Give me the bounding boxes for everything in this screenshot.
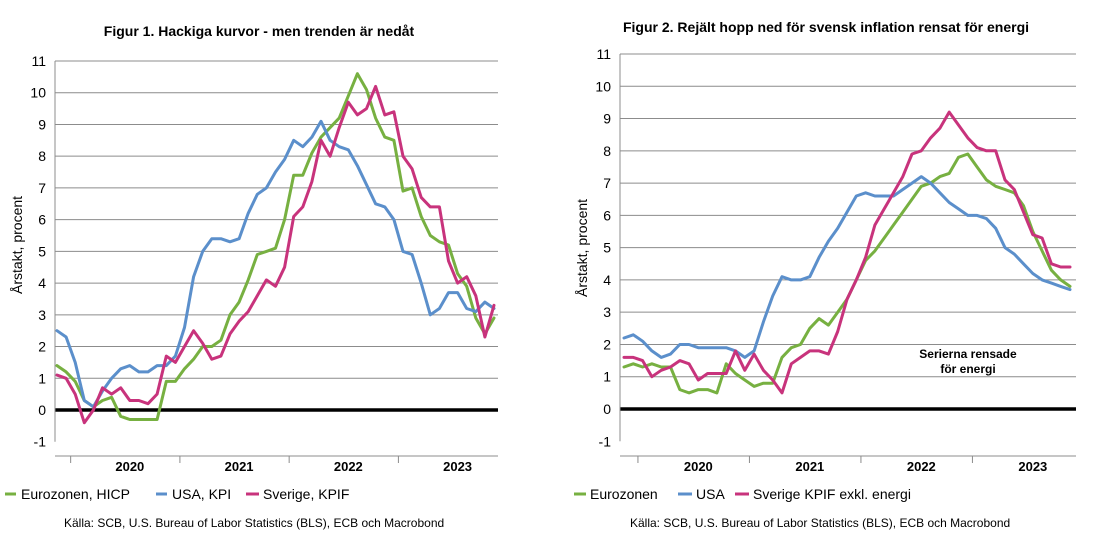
- series-line-usa: [622, 175, 1072, 359]
- y-tick-label: 11: [596, 46, 611, 62]
- y-tick-label: 5: [603, 240, 611, 256]
- series-line-eurozone: [55, 72, 496, 421]
- chart-2-annotation-line-2: för energi: [940, 362, 995, 376]
- series-line-usa: [55, 119, 496, 409]
- x-year-label: 2020: [115, 459, 144, 474]
- chart-2-title: Figur 2. Rejält hopp ned för svensk infl…: [623, 19, 1029, 35]
- legend-label-usa: USA: [696, 486, 725, 502]
- y-tick-label: 10: [595, 78, 611, 94]
- legend-label-usa: USA, KPI: [172, 486, 231, 502]
- y-tick-label: 6: [603, 207, 611, 223]
- x-year-label: 2020: [684, 459, 713, 474]
- chart-2: Figur 2. Rejält hopp ned för svensk infl…: [574, 19, 1076, 530]
- chart-1-legend: Eurozonen, HICP USA, KPI Sverige, KPIF: [5, 486, 349, 502]
- legend-label-sweden: Sverige, KPIF: [263, 486, 349, 502]
- y-tick-label: -1: [34, 434, 47, 450]
- chart-2-y-axis-label: Årstakt, procent: [574, 199, 590, 297]
- chart-1-y-axis-label: Årstakt, procent: [9, 196, 25, 294]
- y-tick-label: 1: [603, 369, 611, 385]
- y-tick-label: 2: [38, 339, 46, 355]
- legend-label-eurozone: Eurozonen: [590, 486, 658, 502]
- y-tick-label: 7: [38, 180, 46, 196]
- y-tick-label: 6: [38, 212, 46, 228]
- legend-label-eurozone: Eurozonen, HICP: [21, 486, 130, 502]
- y-tick-label: 2: [603, 336, 611, 352]
- chart-1-title: Figur 1. Hackiga kurvor - men trenden är…: [104, 23, 415, 39]
- y-tick-label: 3: [603, 304, 611, 320]
- chart-2-annotation-line-1: Serierna rensade: [919, 347, 1017, 361]
- y-tick-label: 4: [38, 275, 46, 291]
- y-tick-label: 11: [31, 53, 46, 69]
- y-tick-label: 9: [603, 111, 611, 127]
- y-tick-label: 8: [603, 143, 611, 159]
- x-year-label: 2023: [1018, 459, 1047, 474]
- chart-2-source: Källa: SCB, U.S. Bureau of Labor Statist…: [630, 516, 1010, 530]
- x-year-label: 2023: [443, 459, 472, 474]
- y-tick-label: -1: [599, 433, 612, 449]
- series-line-sweden: [622, 110, 1072, 395]
- x-year-label: 2021: [225, 459, 254, 474]
- x-year-label: 2022: [334, 459, 363, 474]
- y-tick-label: 9: [38, 116, 46, 132]
- chart-2-legend: Eurozonen USA Sverige KPIF exkl. energi: [574, 486, 911, 502]
- y-tick-label: 0: [38, 402, 46, 418]
- y-tick-label: 3: [38, 307, 46, 323]
- series-line-sweden: [55, 84, 496, 425]
- y-tick-label: 8: [38, 148, 46, 164]
- x-year-label: 2021: [795, 459, 824, 474]
- chart-1-source: Källa: SCB, U.S. Bureau of Labor Statist…: [64, 516, 444, 530]
- legend-label-sweden: Sverige KPIF exkl. energi: [753, 486, 911, 502]
- y-tick-label: 7: [603, 175, 611, 191]
- y-tick-label: 4: [603, 272, 611, 288]
- x-year-label: 2022: [907, 459, 936, 474]
- y-tick-label: 0: [603, 401, 611, 417]
- y-tick-label: 1: [38, 370, 46, 386]
- y-tick-label: 10: [30, 85, 46, 101]
- y-tick-label: 5: [38, 243, 46, 259]
- chart-1: Figur 1. Hackiga kurvor - men trenden är…: [5, 23, 498, 530]
